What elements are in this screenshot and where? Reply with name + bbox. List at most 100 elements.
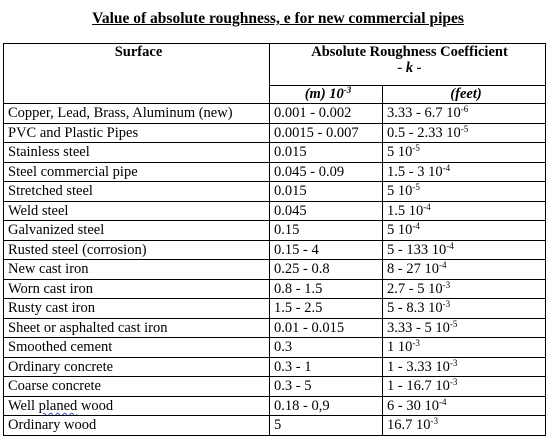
roughness-feet-value: 1 - 16.7 10: [387, 378, 450, 395]
roughness-feet-value: 5 10: [387, 183, 413, 200]
surface-cell: PVC and Plastic Pipes: [3, 122, 270, 143]
roughness-meters-cell: 0.045 - 0.09: [269, 161, 383, 182]
roughness-feet-cell: 5 - 133 10-4: [382, 239, 546, 260]
roughness-meters-cell: 0.015: [269, 181, 383, 202]
surface-cell: Coarse concrete: [3, 376, 270, 397]
roughness-feet-value: 1 10: [387, 339, 413, 356]
surface-cell: Stretched steel: [3, 181, 270, 202]
roughness-feet-cell: 5 10-5: [382, 181, 546, 202]
table-body: Copper, Lead, Brass, Aluminum (new) 0.001…: [3, 103, 546, 436]
roughness-feet-exponent: -3: [430, 416, 439, 427]
surface-name: New cast iron: [8, 261, 89, 278]
surface-cell: New cast iron: [3, 259, 270, 280]
roughness-feet-exponent: -5: [412, 143, 420, 154]
roughness-feet-value: 5 - 8.3 10: [387, 300, 443, 317]
surface-name: Coarse concrete: [8, 378, 101, 395]
table-row: Sheet or asphalted cast iron 0.01 - 0.015…: [3, 317, 546, 338]
table-row: Worn cast iron 0.8 - 1.5 2.7 - 5 10-3: [3, 278, 546, 299]
surface-cell: Galvanized steel: [3, 220, 270, 241]
roughness-feet-cell: 3.33 - 6.7 10-6: [382, 103, 546, 124]
table-row: Steel commercial pipe 0.045 - 0.09 1.5 - 3…: [3, 161, 546, 182]
roughness-feet-value: 3.33 - 6.7 10: [387, 105, 461, 122]
roughness-meters-cell: 0.015: [269, 142, 383, 163]
surface-name: Rusted steel (corrosion): [8, 241, 147, 258]
roughness-feet-value: 3.33 - 5 10: [387, 319, 450, 336]
feet-unit-header: (feet): [382, 85, 546, 104]
roughness-feet-cell: 0.5 - 2.33 10-5: [382, 122, 546, 143]
roughness-feet-value: 1.5 - 3 10: [387, 163, 443, 180]
roughness-feet-cell: 16.7 10-3: [382, 415, 546, 436]
roughness-feet-cell: 5 10-5: [382, 142, 546, 163]
roughness-meters-cell: 0.3 - 5: [269, 376, 383, 397]
roughness-meters-cell: 0.001 - 0.002: [269, 103, 383, 124]
table-row: PVC and Plastic Pipes 0.0015 - 0.007 0.5 -…: [3, 122, 546, 143]
surface-name: Galvanized steel: [8, 222, 105, 239]
surface-cell: Stainless steel: [3, 142, 270, 163]
surface-name: Weld steel: [8, 202, 69, 219]
roughness-feet-value: 5 - 133 10: [387, 241, 447, 258]
table-row: Copper, Lead, Brass, Aluminum (new) 0.001…: [3, 103, 546, 124]
roughness-feet-exponent: -5: [460, 123, 469, 134]
surface-cell: Sheet or asphalted cast iron: [3, 317, 270, 338]
surface-cell: Ordinary wood: [3, 415, 270, 436]
roughness-feet-cell: 1 - 16.7 10-3: [382, 376, 546, 397]
roughness-feet-exponent: -3: [449, 377, 458, 388]
roughness-feet-exponent: -5: [449, 318, 458, 329]
surface-column-header: Surface: [3, 43, 270, 104]
surface-cell: Worn cast iron: [3, 278, 270, 299]
roughness-feet-cell: 2.7 - 5 10-3: [382, 278, 546, 299]
surface-name: PVC and Plastic Pipes: [8, 124, 139, 141]
meters-unit-label: (m) 10: [304, 86, 344, 103]
roughness-feet-cell: 8 - 27 10-4: [382, 259, 546, 280]
surface-cell: Well planed wood: [3, 395, 270, 416]
roughness-meters-cell: 5: [269, 415, 383, 436]
roughness-feet-cell: 1 - 3.33 10-3: [382, 356, 546, 377]
meters-unit-exponent: -3: [343, 85, 352, 95]
table-row: Weld steel 0.045 1.5 10-4: [3, 200, 546, 221]
roughness-feet-exponent: -4: [446, 240, 454, 251]
roughness-feet-exponent: -6: [460, 104, 469, 115]
spellcheck-underline: planed: [38, 397, 78, 414]
coefficient-label: Absolute Roughness Coefficient: [311, 44, 508, 61]
roughness-feet-exponent: -4: [423, 201, 431, 212]
table-row: Stainless steel 0.015 5 10-5: [3, 142, 546, 163]
table-row: Smoothed cement 0.3 1 10-3: [3, 337, 546, 358]
roughness-feet-cell: 1.5 - 3 10-4: [382, 161, 546, 182]
roughness-feet-value: 5 10: [387, 222, 413, 239]
k-symbol: - k -: [397, 60, 422, 76]
surface-cell: Steel commercial pipe: [3, 161, 270, 182]
roughness-table: Surface Absolute Roughness Coefficient -…: [3, 43, 546, 436]
surface-name: Well planed wood: [8, 397, 114, 414]
roughness-feet-value: 1.5 10: [387, 202, 424, 219]
surface-cell: Weld steel: [3, 200, 270, 221]
roughness-meters-cell: 0.15: [269, 220, 383, 241]
roughness-feet-cell: 1.5 10-4: [382, 200, 546, 221]
surface-name: Ordinary wood: [8, 417, 97, 434]
roughness-feet-exponent: -3: [449, 357, 458, 368]
table-row: Ordinary wood 5 16.7 10-3: [3, 415, 546, 436]
roughness-feet-value: 6 - 30 10: [387, 397, 439, 414]
table-row: Stretched steel 0.015 5 10-5: [3, 181, 546, 202]
table-row: Well planed wood 0.18 - 0,9 6 - 30 10-4: [3, 395, 546, 416]
roughness-feet-exponent: -3: [442, 279, 451, 290]
roughness-meters-cell: 0.01 - 0.015: [269, 317, 383, 338]
table-row: New cast iron 0.25 - 0.8 8 - 27 10-4: [3, 259, 546, 280]
surface-cell: Rusty cast iron: [3, 298, 270, 319]
roughness-feet-cell: 1 10-3: [382, 337, 546, 358]
surface-name: Copper, Lead, Brass, Aluminum (new): [8, 105, 233, 122]
surface-name: Smoothed cement: [8, 339, 113, 356]
roughness-feet-exponent: -4: [442, 162, 451, 173]
roughness-feet-value: 1 - 3.33 10: [387, 358, 450, 375]
roughness-feet-cell: 5 10-4: [382, 220, 546, 241]
roughness-feet-value: 0.5 - 2.33 10: [387, 124, 461, 141]
roughness-feet-value: 5 10: [387, 144, 413, 161]
roughness-feet-exponent: -4: [412, 221, 420, 232]
surface-name: Worn cast iron: [8, 280, 94, 297]
surface-name: Rusty cast iron: [8, 300, 95, 317]
roughness-feet-cell: 3.33 - 5 10-5: [382, 317, 546, 338]
surface-name: Steel commercial pipe: [8, 163, 138, 180]
roughness-feet-exponent: -3: [442, 299, 451, 310]
